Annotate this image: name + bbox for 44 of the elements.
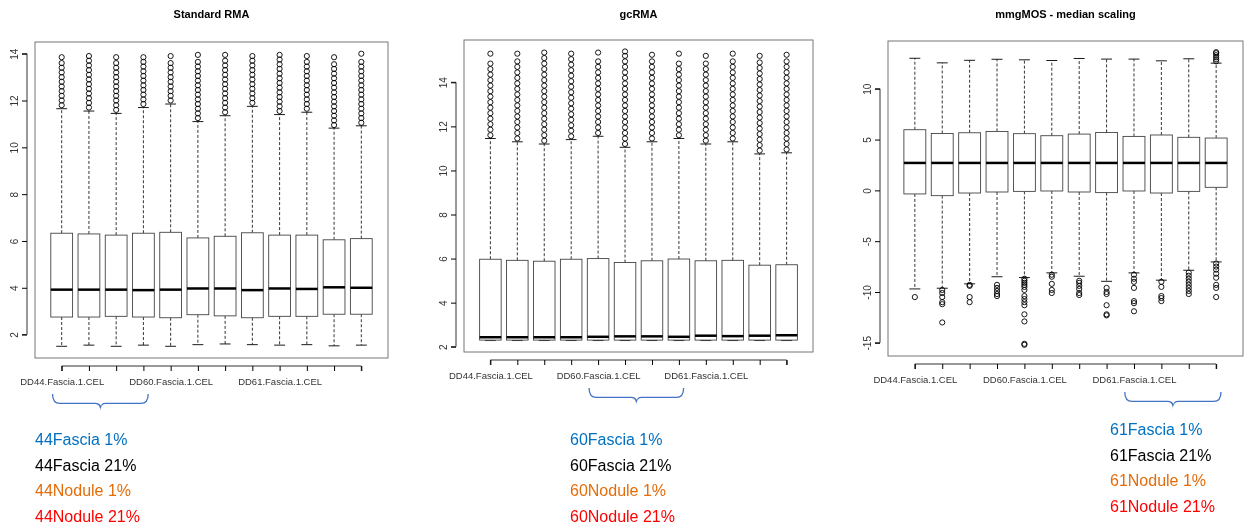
x-tick-label: DD61.Fascia.1.CEL: [238, 376, 323, 388]
x-tick-label: DD44.Fascia.1.CEL: [448, 370, 533, 382]
y-tick-label: 0: [862, 187, 873, 194]
y-tick-label: 2: [438, 343, 449, 350]
y-tick-label: 14: [9, 48, 20, 60]
x-tick-label: DD44.Fascia.1.CEL: [20, 376, 105, 388]
y-tick-label: -5: [862, 236, 873, 247]
text: 60Fascia 1%: [570, 431, 663, 448]
chart-title: gcRMA: [619, 8, 658, 20]
x-tick-label: DD60.Fascia.1.CEL: [129, 376, 214, 388]
y-tick-label: -15: [862, 335, 873, 351]
y-tick-label: 12: [438, 120, 449, 133]
y-tick-label: 12: [9, 95, 20, 107]
y-tick-label: 5: [862, 136, 873, 143]
y-tick-label: 10: [9, 141, 20, 154]
text: 61Nodule 21%: [1110, 497, 1215, 515]
text: 60Fascia 21%: [570, 456, 672, 474]
y-tick-label: 2: [9, 331, 20, 338]
chart-title: Standard RMA: [173, 8, 250, 20]
text: 61Nodule 1%: [1110, 472, 1207, 489]
y-tick-label: 6: [438, 255, 449, 262]
y-tick-label: 4: [9, 285, 20, 292]
y-tick-label: 8: [438, 211, 449, 218]
text: 44Nodule 1%: [35, 482, 132, 499]
x-tick-label: DD44.Fascia.1.CEL: [873, 374, 958, 386]
y-tick-label: 10: [862, 83, 873, 95]
text: 44Nodule 21%: [35, 507, 140, 525]
y-tick-label: 10: [438, 164, 449, 177]
text: 44Fascia 21%: [35, 456, 137, 474]
x-tick-label: DD60.Fascia.1.CEL: [556, 370, 641, 382]
x-tick-label: DD61.Fascia.1.CEL: [1092, 374, 1177, 386]
x-tick-label: DD60.Fascia.1.CEL: [982, 374, 1067, 386]
x-tick-label: DD61.Fascia.1.CEL: [664, 370, 749, 382]
text: 60Nodule 21%: [570, 507, 675, 525]
y-tick-label: 8: [9, 191, 20, 198]
y-tick-label: 6: [9, 238, 20, 245]
y-tick-label: 14: [438, 76, 449, 89]
y-tick-label: 4: [438, 299, 449, 306]
chart-title: mmgMOS - median scaling: [995, 8, 1136, 20]
y-tick-label: -10: [862, 284, 873, 300]
text: 60Nodule 1%: [570, 482, 667, 499]
text: 44Fascia 1%: [35, 431, 128, 448]
text: 61Fascia 21%: [1110, 446, 1212, 464]
text: 61Fascia 1%: [1110, 421, 1203, 438]
